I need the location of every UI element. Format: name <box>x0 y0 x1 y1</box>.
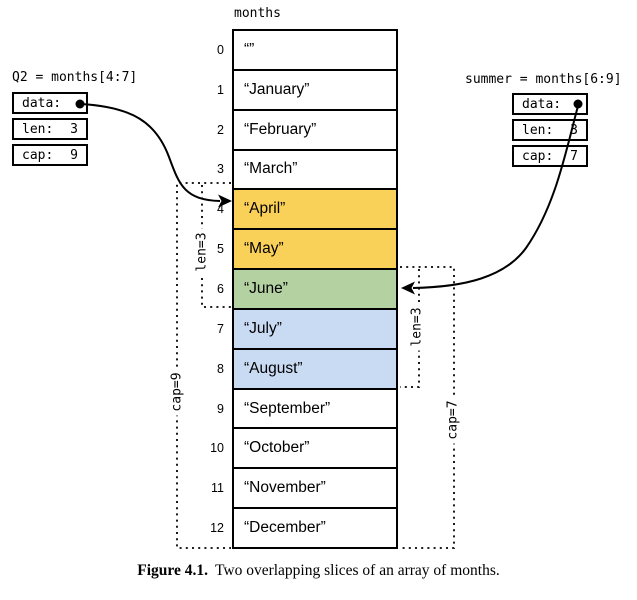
array-cell-8: 8 “August” <box>217 347 396 388</box>
months-array: 0 “” 1 “January” 2 “February” 3 “March” … <box>210 29 398 549</box>
array-cell-3: 3 “March” <box>217 148 396 189</box>
q2-len-row: len: 3 <box>12 118 88 140</box>
cell-index: 12 <box>210 521 224 536</box>
array-cell-9: 9 “September” <box>217 387 396 428</box>
q2-slice-struct: data: len: 3 cap: 9 <box>12 92 88 170</box>
cell-index: 0 <box>217 42 224 57</box>
array-cell-6: 6 “June” <box>217 268 396 308</box>
cell-value: “August” <box>244 359 303 377</box>
array-cell-5: 5 “May” <box>217 228 396 269</box>
cell-index: 3 <box>217 162 224 177</box>
cell-value: “March” <box>244 160 298 178</box>
figure-caption: Figure 4.1. Two overlapping slices of an … <box>0 562 637 580</box>
cell-value: “November” <box>244 479 326 497</box>
q2-slice-label: Q2 = months[4:7] <box>12 70 138 85</box>
cell-value: “May” <box>244 240 284 258</box>
field-value: 3 <box>570 122 578 138</box>
cell-value: “July” <box>244 319 282 337</box>
field-key: len: <box>522 122 554 138</box>
cell-value: “April” <box>244 200 286 218</box>
array-cell-4: 4 “April” <box>217 188 396 229</box>
cell-value: “December” <box>244 519 326 537</box>
cell-value: “February” <box>244 120 317 138</box>
field-value: 7 <box>570 148 578 164</box>
field-value: 9 <box>70 147 78 163</box>
array-cell-10: 10 “October” <box>210 427 396 468</box>
cell-index: 6 <box>217 281 224 296</box>
caption-label: Figure 4.1. <box>137 562 208 579</box>
array-cell-7: 7 “July” <box>217 307 396 348</box>
array-cell-1: 1 “January” <box>217 68 396 109</box>
cell-value: “October” <box>244 439 310 457</box>
field-key: len: <box>22 121 54 137</box>
cell-index: 9 <box>217 401 224 416</box>
field-key: cap: <box>522 148 554 164</box>
field-key: data: <box>522 96 562 112</box>
cell-value: “June” <box>244 279 288 297</box>
summer-arrowhead-icon <box>401 281 415 295</box>
summer-data-row: data: <box>512 93 588 115</box>
summer-slice-label: summer = months[6:9] <box>465 72 622 87</box>
cell-index: 7 <box>217 321 224 336</box>
array-title: months <box>234 6 281 21</box>
summer-cap-row: cap: 7 <box>512 145 588 167</box>
cell-index: 8 <box>217 361 224 376</box>
cell-value: “” <box>244 40 255 58</box>
summer-len-row: len: 3 <box>512 119 588 141</box>
caption-text: Two overlapping slices of an array of mo… <box>215 562 500 579</box>
array-cell-12: 12 “December” <box>210 507 396 547</box>
q2-cap-label: cap=9 <box>168 368 186 416</box>
cell-index: 10 <box>210 441 224 456</box>
field-key: cap: <box>22 147 54 163</box>
q2-cap-row: cap: 9 <box>12 144 88 166</box>
array-cell-0: 0 “” <box>217 31 396 69</box>
cell-index: 2 <box>217 122 224 137</box>
summer-cap-label: cap=7 <box>444 396 462 444</box>
cell-value: “September” <box>244 399 331 417</box>
q2-data-row: data: <box>12 92 88 114</box>
cell-index: 11 <box>211 481 224 496</box>
cell-index: 1 <box>217 82 224 97</box>
array-cell-2: 2 “February” <box>217 108 396 149</box>
q2-pointer-arrow <box>80 103 221 202</box>
field-value: 3 <box>70 121 78 137</box>
summer-len-label: len=3 <box>408 303 426 351</box>
q2-len-label: len=3 <box>193 228 211 276</box>
array-cell-11: 11 “November” <box>211 467 396 508</box>
cell-value: “January” <box>244 80 310 98</box>
summer-slice-struct: data: len: 3 cap: 7 <box>512 93 588 171</box>
field-key: data: <box>22 95 62 111</box>
cell-index: 4 <box>217 202 224 217</box>
